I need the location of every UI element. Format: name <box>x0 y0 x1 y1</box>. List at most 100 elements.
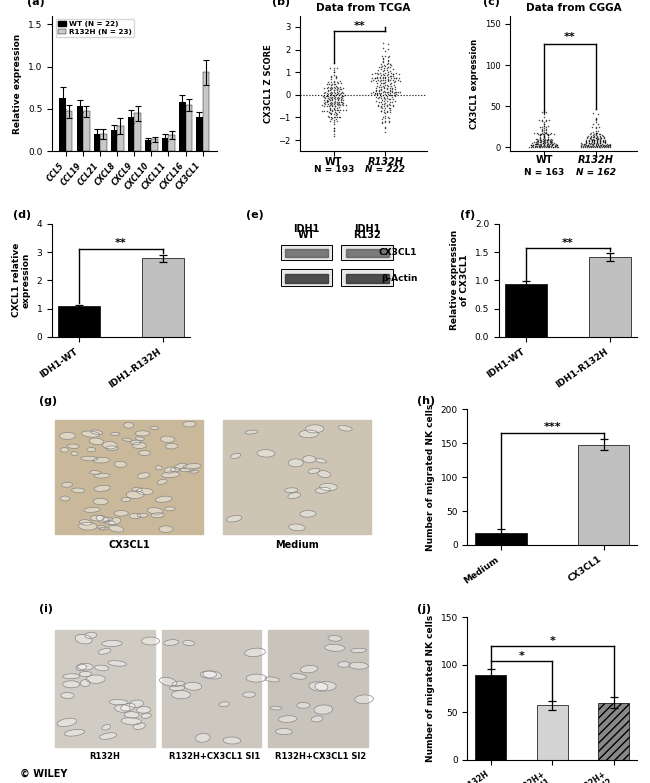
Point <box>374 87 384 99</box>
Point <box>376 58 386 70</box>
Point <box>380 20 391 33</box>
Point <box>588 125 599 138</box>
Point <box>597 136 608 149</box>
Point <box>368 86 378 99</box>
Point <box>597 135 608 147</box>
Point <box>593 132 604 144</box>
Ellipse shape <box>132 442 146 449</box>
Point <box>537 140 547 153</box>
Text: R132H: R132H <box>578 156 614 165</box>
Ellipse shape <box>114 705 130 713</box>
Point <box>373 83 384 96</box>
Point <box>324 100 334 113</box>
Point <box>589 137 599 150</box>
Text: **: ** <box>562 238 574 247</box>
Point <box>323 92 333 104</box>
Point <box>327 99 337 111</box>
Point <box>536 127 547 139</box>
Ellipse shape <box>155 466 162 470</box>
Point <box>595 135 605 147</box>
Y-axis label: Number of migrated NK cells: Number of migrated NK cells <box>426 615 435 762</box>
Point <box>320 92 331 104</box>
Point <box>375 71 385 84</box>
Point <box>376 77 386 89</box>
Ellipse shape <box>61 692 74 698</box>
Point <box>586 127 596 139</box>
Ellipse shape <box>81 431 99 437</box>
Text: WT: WT <box>298 230 315 240</box>
Text: Medium: Medium <box>275 539 318 550</box>
Ellipse shape <box>183 464 201 469</box>
Point <box>319 87 330 99</box>
Point <box>594 137 604 150</box>
Point <box>546 140 556 153</box>
Point <box>536 133 547 146</box>
Point <box>337 96 347 108</box>
Ellipse shape <box>299 430 318 438</box>
Point <box>599 140 610 153</box>
Point <box>341 99 351 111</box>
Point <box>322 83 333 96</box>
Point <box>578 138 589 150</box>
Point <box>332 102 343 114</box>
Point <box>366 74 376 87</box>
Point <box>376 115 387 128</box>
Ellipse shape <box>170 467 180 471</box>
Point <box>539 117 549 130</box>
Point <box>322 88 333 101</box>
Point <box>526 137 537 150</box>
Point <box>586 135 597 147</box>
Point <box>331 113 341 125</box>
Ellipse shape <box>142 637 159 645</box>
Point <box>384 112 395 124</box>
Point <box>603 141 614 153</box>
Point <box>327 100 337 113</box>
Point <box>384 102 395 114</box>
Ellipse shape <box>64 730 84 736</box>
Ellipse shape <box>196 734 210 742</box>
Point <box>592 137 603 150</box>
Point <box>595 136 606 149</box>
Point <box>581 137 592 150</box>
Text: (b): (b) <box>272 0 291 7</box>
Y-axis label: CX3CL1 Z SCORE: CX3CL1 Z SCORE <box>264 44 272 123</box>
Point <box>545 137 556 150</box>
Bar <box>475 532 526 545</box>
Point <box>327 103 337 116</box>
Point <box>322 82 332 95</box>
Point <box>535 136 545 149</box>
Ellipse shape <box>132 487 142 492</box>
Point <box>326 106 337 119</box>
Bar <box>223 420 371 534</box>
Point <box>380 75 391 88</box>
Point <box>531 139 541 151</box>
Point <box>541 139 552 152</box>
Point <box>391 71 401 84</box>
Point <box>600 136 610 149</box>
Point <box>326 88 336 100</box>
Point <box>389 86 399 99</box>
Point <box>376 105 386 117</box>
Ellipse shape <box>138 450 150 456</box>
Y-axis label: Relative expression: Relative expression <box>14 34 22 134</box>
Point <box>539 131 549 143</box>
Point <box>390 85 400 98</box>
Point <box>326 88 336 101</box>
Point <box>382 99 392 111</box>
Point <box>337 92 347 105</box>
Point <box>332 107 343 120</box>
Point <box>550 140 560 153</box>
Point <box>576 141 586 153</box>
Ellipse shape <box>121 703 135 711</box>
Point <box>395 86 405 99</box>
Point <box>531 139 541 152</box>
Ellipse shape <box>76 665 86 670</box>
Text: CX3CL1: CX3CL1 <box>379 248 417 257</box>
Point <box>532 141 542 153</box>
Bar <box>94 134 100 151</box>
Text: R132H+CX3CL1 SI1: R132H+CX3CL1 SI1 <box>169 752 260 761</box>
Point <box>327 82 337 95</box>
Point <box>327 91 337 103</box>
Point <box>589 135 599 148</box>
Bar <box>341 245 393 260</box>
